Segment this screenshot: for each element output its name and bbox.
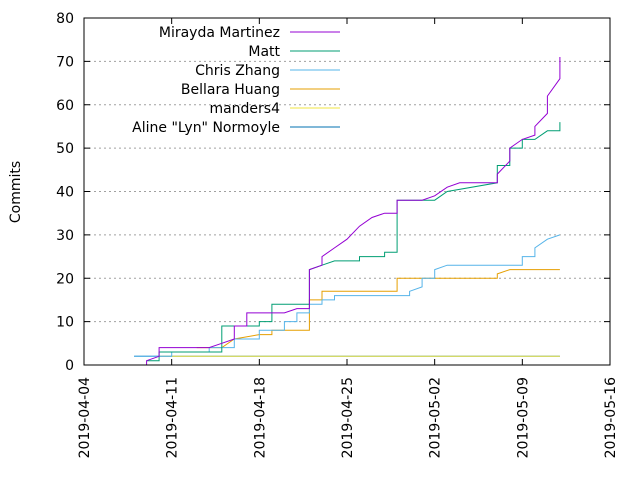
y-axis-title: Commits bbox=[8, 161, 24, 223]
x-tick-label: 2019-04-04 bbox=[77, 377, 93, 458]
legend-label: Bellara Huang bbox=[181, 82, 280, 98]
legend-label: Matt bbox=[248, 44, 280, 60]
gridlines bbox=[84, 60, 610, 323]
y-tick-label: 60 bbox=[56, 98, 74, 114]
plot-border bbox=[83, 17, 611, 366]
x-tick-label: 2019-05-09 bbox=[515, 377, 531, 458]
series-line-2 bbox=[134, 234, 561, 357]
y-tick-label: 40 bbox=[56, 185, 74, 201]
y-tick-label: 50 bbox=[56, 141, 74, 157]
y-tick-label: 80 bbox=[56, 11, 74, 27]
series-line-3 bbox=[196, 269, 560, 349]
legend-label: manders4 bbox=[209, 101, 280, 117]
y-tick-label: 0 bbox=[65, 358, 74, 374]
legend-label: Aline "Lyn" Normoyle bbox=[132, 120, 280, 136]
x-tick-label: 2019-04-11 bbox=[165, 377, 181, 458]
x-tick-label: 2019-05-16 bbox=[603, 377, 619, 458]
y-tick-label: 10 bbox=[56, 315, 74, 331]
axis-ticks: 0 10 20 30 40 50 60 70 80 2019-04-04 2019-04-11 201… bbox=[56, 11, 619, 458]
x-tick-label: 2019-05-02 bbox=[428, 377, 444, 458]
y-tick-label: 30 bbox=[56, 228, 74, 244]
series-line-1 bbox=[146, 122, 561, 362]
legend: Mirayda Martinez Matt Chris Zhang Bellara H… bbox=[132, 25, 340, 136]
x-tick-label: 2019-04-25 bbox=[340, 377, 356, 458]
legend-label: Mirayda Martinez bbox=[159, 25, 280, 41]
series-lines bbox=[134, 57, 561, 365]
y-tick-label: 70 bbox=[56, 54, 74, 70]
x-tick-label: 2019-04-18 bbox=[252, 377, 268, 458]
y-tick-label: 20 bbox=[56, 271, 74, 287]
series-line-0 bbox=[146, 57, 561, 365]
legend-label: Chris Zhang bbox=[195, 63, 280, 79]
